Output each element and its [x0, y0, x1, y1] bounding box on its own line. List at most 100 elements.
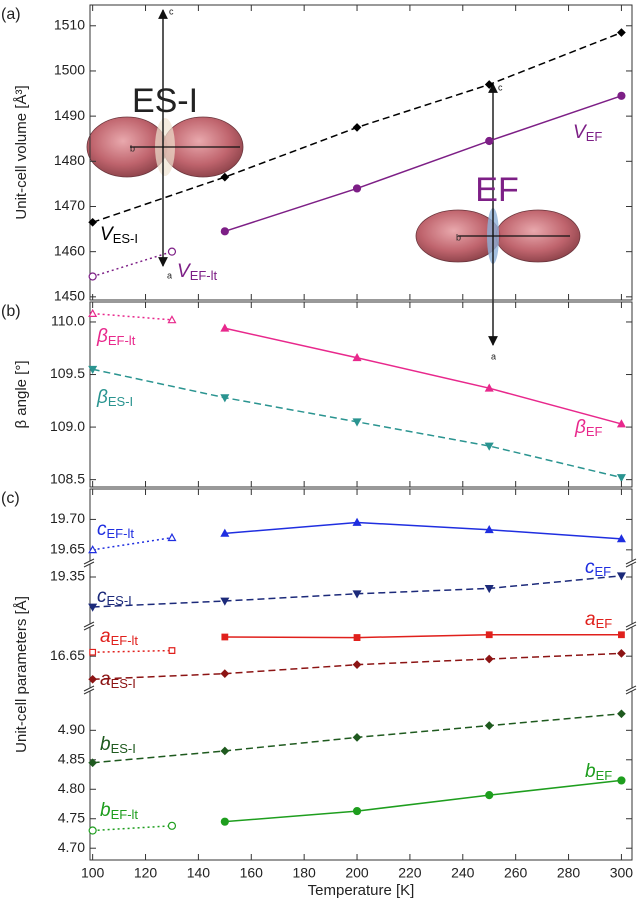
panel-label: (b)	[1, 303, 21, 320]
y-tick-label: 1450	[54, 288, 85, 304]
data-point	[168, 647, 176, 654]
series-line	[92, 649, 172, 653]
axis-break	[625, 624, 637, 631]
series-label-subscript: ES-I	[108, 394, 133, 409]
series-label: βEF	[574, 417, 603, 439]
data-point	[88, 826, 97, 835]
data-point	[617, 709, 626, 719]
series-label-symbol: c	[97, 586, 107, 607]
y-axis-label: β angle [°]	[13, 361, 30, 429]
data-point	[617, 776, 626, 785]
data-point	[484, 525, 494, 534]
series-label: βEF-lt	[96, 326, 136, 348]
inset-axis-letter: b	[130, 143, 135, 153]
y-tick-label: 19.70	[50, 510, 85, 526]
series-label-subscript: ES-I	[107, 593, 132, 608]
series-label-symbol: V	[100, 224, 115, 245]
data-point	[352, 123, 362, 132]
y-tick-label: 1510	[54, 16, 85, 32]
x-tick-label: 260	[504, 865, 528, 881]
series-line	[92, 250, 173, 278]
series-line	[92, 536, 173, 551]
data-point	[89, 648, 97, 656]
series-label: cES-I	[97, 586, 132, 608]
panel-frame	[89, 4, 633, 301]
panel-frame	[89, 488, 633, 861]
y-tick-label: 4.85	[58, 750, 85, 766]
series-label-subscript: EF-lt	[111, 807, 139, 822]
axis-break	[83, 558, 95, 565]
data-point	[352, 733, 362, 742]
series-line	[224, 634, 622, 639]
data-point	[617, 28, 626, 37]
data-point	[618, 631, 625, 639]
series-label: bES-I	[100, 734, 136, 756]
series-label-subscript: EF-lt	[108, 333, 136, 348]
series-label-symbol: a	[585, 609, 596, 630]
series-label-symbol: b	[585, 761, 596, 782]
series-label-subscript: EF-lt	[111, 633, 139, 648]
series-label-symbol: V	[573, 122, 588, 143]
series-line	[92, 312, 173, 321]
x-tick-label: 280	[557, 865, 581, 881]
insets: ES-I c b a EF c b a	[86, 6, 581, 361]
data-point	[221, 633, 229, 641]
data-point	[220, 227, 229, 236]
series-label-subscript: EF-lt	[190, 268, 218, 283]
y-tick-label: 4.90	[58, 721, 85, 737]
x-tick-label: 100	[81, 865, 105, 881]
data-point	[167, 532, 177, 542]
x-axis-label: Temperature [K]	[308, 882, 415, 899]
axis-break-gap	[86, 561, 94, 565]
series-label-symbol: c	[585, 557, 595, 578]
series-label-subscript: EF	[596, 616, 613, 631]
x-tick-label: 240	[451, 865, 475, 881]
data-point	[352, 184, 362, 193]
series-label-symbol: β	[96, 326, 108, 347]
series-label-symbol: c	[97, 519, 107, 540]
inset-axis-letter: a	[491, 351, 496, 361]
axis-break	[83, 688, 95, 695]
y-axis-label: Unit-cell volume [Å³]	[13, 85, 30, 219]
data-point	[484, 721, 494, 730]
data-point	[167, 247, 177, 256]
x-tick-label: 300	[610, 865, 634, 881]
y-tick-label: 4.70	[58, 839, 85, 855]
data-point	[88, 365, 98, 375]
data-point	[88, 603, 98, 612]
series-label: VEF-lt	[177, 261, 218, 283]
data-point	[220, 394, 230, 403]
series-label: cEF	[585, 557, 611, 579]
data-point	[484, 383, 494, 392]
ef-ellipsoid	[415, 83, 581, 346]
y-tick-label: 4.75	[58, 809, 85, 825]
axis-break	[625, 558, 637, 565]
axis-break-gap	[628, 624, 636, 628]
data-point	[485, 791, 494, 800]
axis-break	[625, 621, 637, 628]
axis-break-gap	[628, 561, 636, 565]
y-tick-label: 109.5	[50, 365, 85, 381]
axis-break-gap	[86, 624, 94, 628]
data-point	[220, 746, 230, 756]
data-point	[353, 634, 361, 641]
data-point	[88, 308, 98, 317]
y-tick-label: 16.65	[50, 647, 85, 663]
series-label: VEF	[573, 122, 602, 144]
series-line	[224, 521, 622, 540]
data-point	[484, 585, 494, 594]
data-point	[485, 136, 494, 146]
y-tick-label: 109.0	[50, 418, 85, 434]
series-line	[224, 779, 622, 823]
series-label-subscript: ES-I	[113, 231, 138, 246]
series-line	[224, 327, 622, 425]
series-label: aES-I	[100, 669, 136, 691]
series-label: aEF	[585, 609, 612, 631]
y-tick-label: 110.0	[51, 313, 85, 329]
data-point	[220, 528, 230, 537]
series-label-subscript: ES-I	[111, 676, 136, 691]
data-point	[352, 590, 362, 599]
data-point	[352, 806, 362, 816]
series-label-symbol: a	[100, 626, 111, 647]
